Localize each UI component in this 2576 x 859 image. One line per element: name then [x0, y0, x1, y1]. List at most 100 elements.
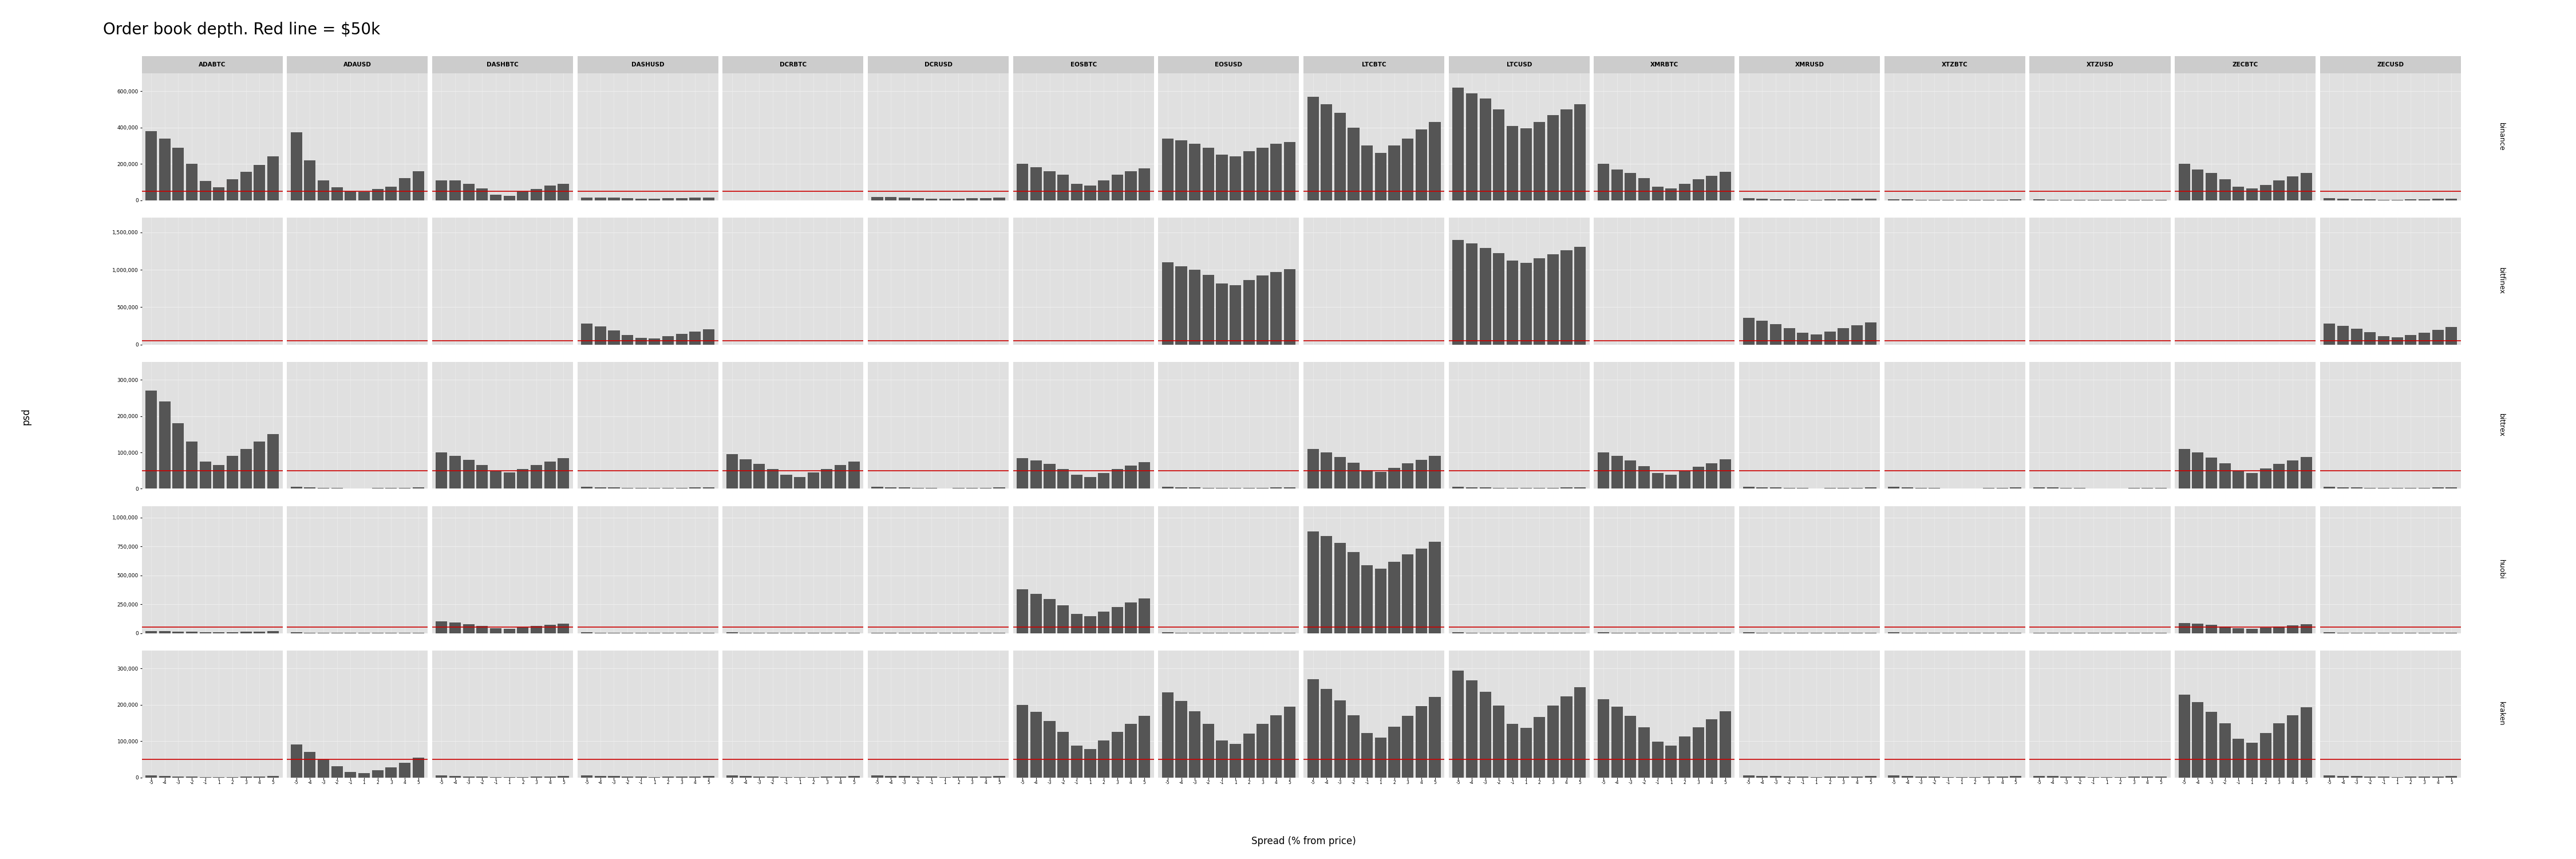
Bar: [582, 487, 592, 489]
Bar: [1257, 723, 1267, 777]
Text: binance: binance: [2499, 123, 2504, 151]
Text: ADAUSD: ADAUSD: [343, 62, 371, 67]
Bar: [1561, 696, 1571, 777]
Bar: [185, 442, 198, 489]
Bar: [1597, 699, 1610, 777]
Bar: [464, 624, 474, 633]
Bar: [1376, 472, 1386, 489]
Bar: [2233, 186, 2244, 200]
Bar: [1610, 169, 1623, 200]
Bar: [2179, 449, 2190, 489]
Bar: [1072, 184, 1082, 200]
Bar: [608, 487, 621, 489]
Bar: [1139, 168, 1149, 200]
Bar: [1360, 470, 1373, 489]
Bar: [1401, 716, 1414, 777]
Bar: [1680, 471, 1690, 489]
Bar: [1376, 153, 1386, 200]
Bar: [2259, 468, 2272, 489]
Bar: [173, 423, 183, 489]
Bar: [227, 632, 237, 633]
Bar: [1321, 453, 1332, 489]
Bar: [386, 488, 397, 489]
Bar: [1270, 272, 1283, 344]
Bar: [739, 776, 752, 777]
Bar: [1453, 670, 1463, 777]
Bar: [1257, 488, 1267, 489]
Bar: [1692, 466, 1703, 489]
Bar: [2205, 625, 2218, 633]
Bar: [1162, 487, 1175, 489]
Bar: [871, 487, 884, 489]
Text: XMRUSD: XMRUSD: [1795, 62, 1824, 67]
Bar: [2432, 488, 2445, 489]
Text: DCRBTC: DCRBTC: [781, 62, 806, 67]
Bar: [1520, 728, 1533, 777]
Bar: [544, 186, 556, 200]
Bar: [1126, 723, 1136, 777]
Bar: [1888, 199, 1899, 200]
Bar: [690, 488, 701, 489]
Bar: [477, 188, 487, 200]
Bar: [1306, 449, 1319, 489]
Bar: [1888, 776, 1899, 777]
Bar: [1417, 706, 1427, 777]
Bar: [502, 196, 515, 200]
Bar: [2445, 198, 2458, 200]
Bar: [1216, 740, 1229, 777]
Bar: [1757, 320, 1767, 344]
Bar: [227, 456, 237, 489]
Bar: [2179, 695, 2190, 777]
Bar: [835, 466, 845, 489]
Bar: [1030, 460, 1041, 489]
Bar: [1334, 113, 1345, 200]
Bar: [412, 171, 425, 200]
Bar: [1216, 155, 1229, 200]
Bar: [1175, 701, 1188, 777]
Text: Spread (% from price): Spread (% from price): [1252, 836, 1355, 846]
Bar: [2336, 487, 2349, 489]
Bar: [358, 773, 371, 777]
Text: bitfinex: bitfinex: [2499, 267, 2504, 295]
Bar: [1824, 332, 1837, 344]
Bar: [185, 632, 198, 633]
Bar: [1494, 705, 1504, 777]
Bar: [1479, 691, 1492, 777]
Bar: [1430, 542, 1440, 633]
Bar: [994, 776, 1005, 777]
Bar: [1901, 487, 1914, 489]
Bar: [1084, 186, 1095, 200]
Bar: [1466, 680, 1479, 777]
Bar: [1744, 198, 1754, 200]
Bar: [1597, 453, 1610, 489]
Bar: [291, 487, 301, 489]
Bar: [1072, 614, 1082, 633]
Bar: [2218, 723, 2231, 777]
Bar: [690, 332, 701, 344]
Bar: [160, 402, 170, 489]
Bar: [1453, 240, 1463, 344]
Bar: [1548, 488, 1558, 489]
Bar: [1479, 487, 1492, 489]
Bar: [1229, 744, 1242, 777]
Bar: [1638, 466, 1649, 489]
Bar: [1072, 475, 1082, 489]
Bar: [1533, 122, 1546, 200]
Bar: [2275, 626, 2285, 633]
Bar: [1126, 602, 1136, 633]
Bar: [1770, 199, 1783, 200]
Bar: [2048, 488, 2058, 489]
Bar: [1430, 122, 1440, 200]
Bar: [582, 198, 592, 200]
Bar: [1770, 325, 1783, 344]
Text: huobi: huobi: [2499, 559, 2504, 580]
Bar: [608, 330, 621, 344]
Bar: [912, 198, 925, 200]
Bar: [2192, 453, 2202, 489]
Bar: [1283, 707, 1296, 777]
Bar: [1466, 487, 1479, 489]
Bar: [1283, 269, 1296, 344]
Bar: [2192, 624, 2202, 633]
Text: ZECBTC: ZECBTC: [2233, 62, 2259, 67]
Bar: [726, 776, 737, 777]
